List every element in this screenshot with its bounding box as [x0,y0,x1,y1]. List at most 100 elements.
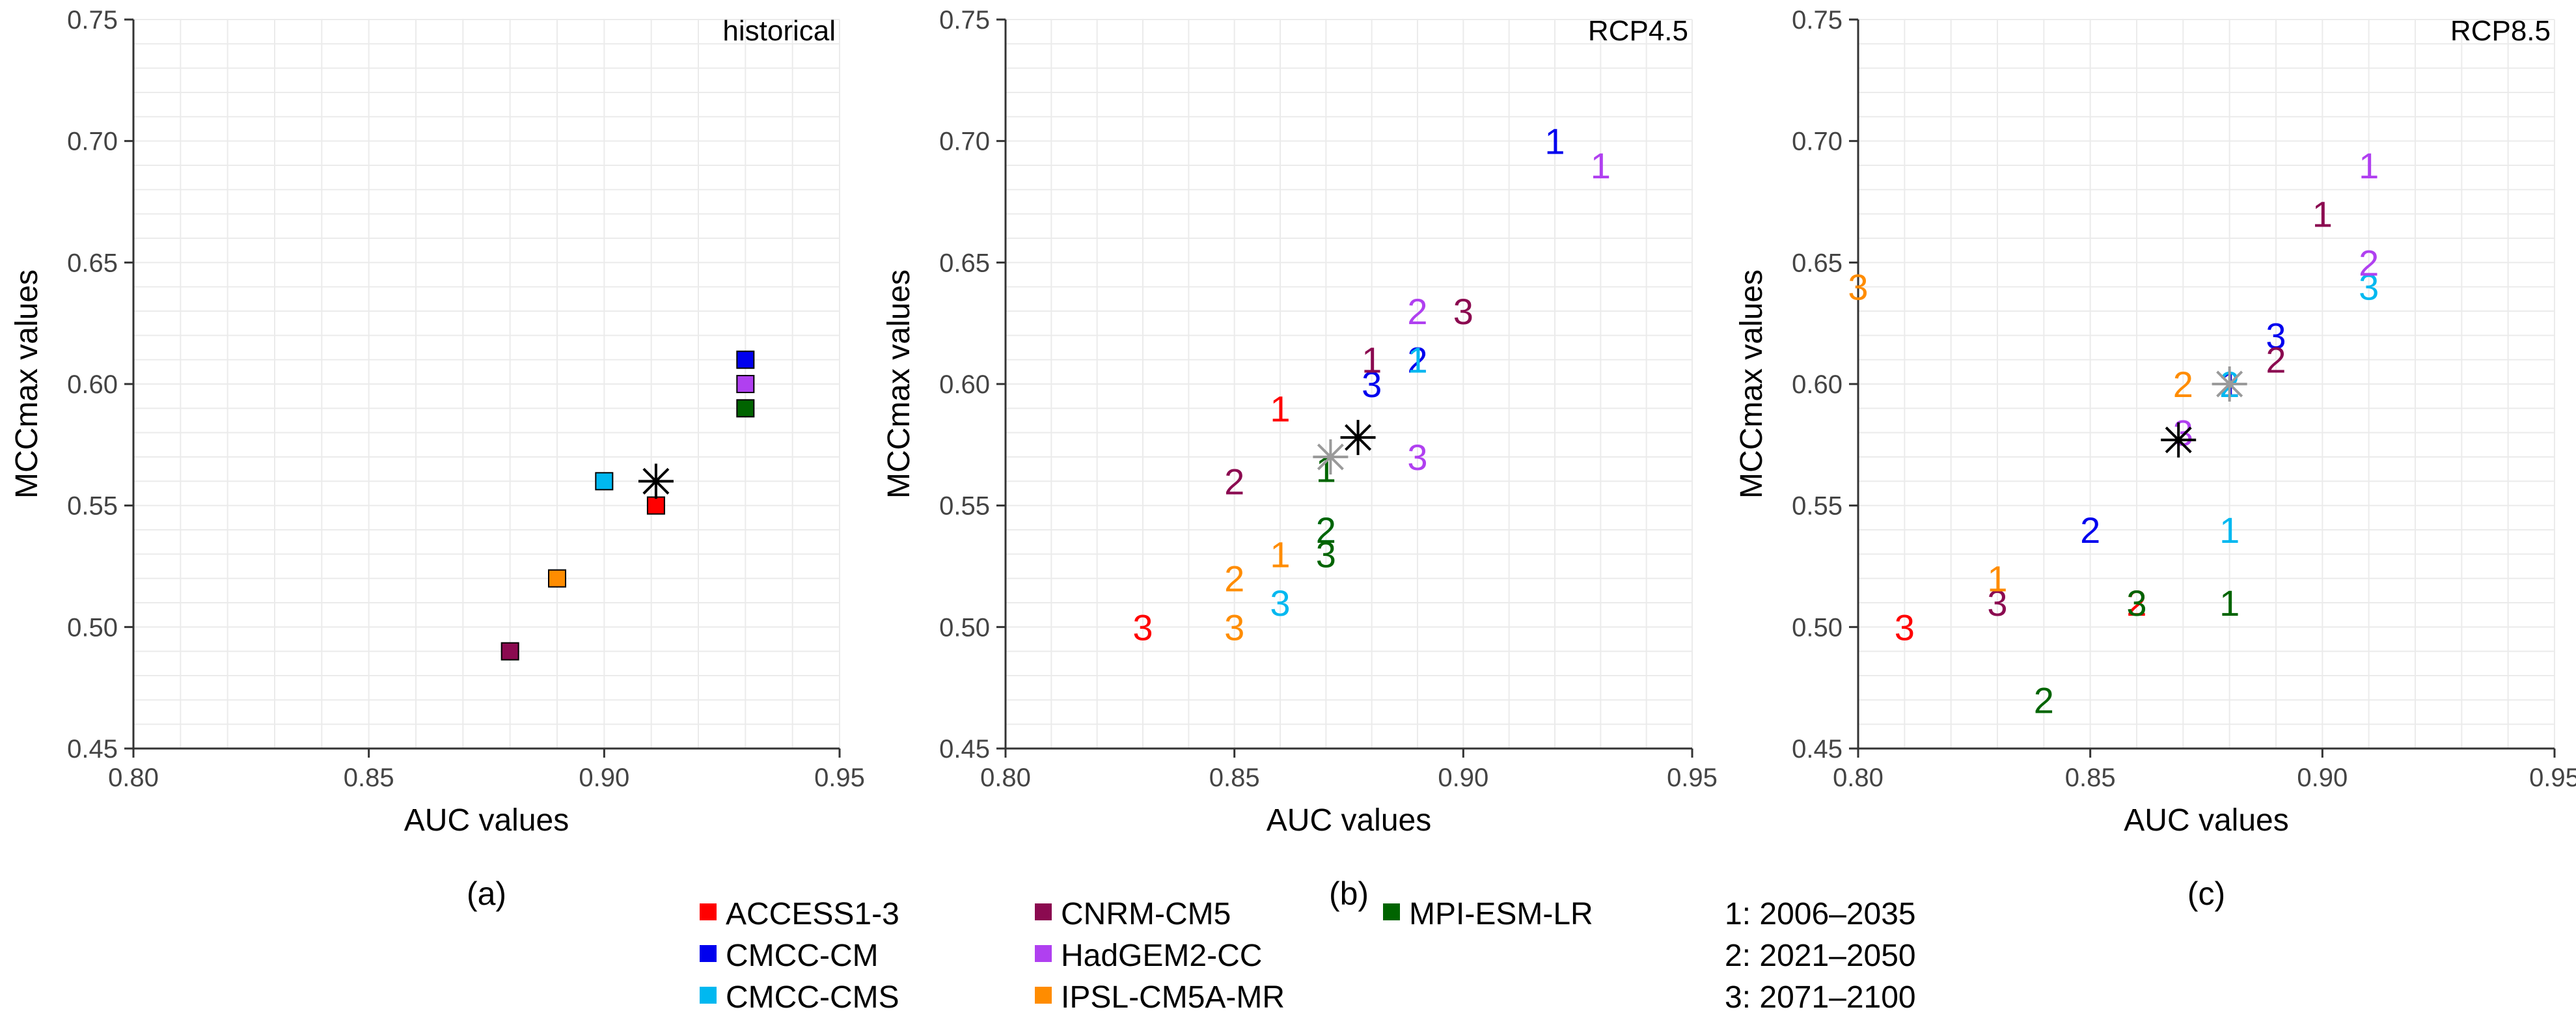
x-axis-label: AUC values [2124,803,2288,838]
point-cmcc-cm-period-3: 3 [2266,315,2286,356]
data-points [500,350,755,661]
point-mpi-esm-lr-period-3: 3 [2126,583,2146,624]
point-access1-3-period-3: 3 [1132,607,1153,648]
y-tick-label: 0.50 [1792,613,1843,642]
point-cmcc-cm-period-1: 1 [1544,121,1565,162]
data-points: 123123123123123123123 [1848,145,2379,721]
point-cnrm-cm5 [500,642,519,661]
point-cnrm-cm5-period-1: 1 [1362,340,1382,381]
point-access1-3 [646,496,665,515]
ensemble-mean-star-stroke [1317,443,1344,471]
point-hadgem2-cc-period-2: 2 [2359,242,2379,283]
y-axis-label: MCCmax values [1734,269,1769,499]
point-cmcc-cm-period-2: 2 [2080,510,2100,551]
point-cnrm-cm5-period-2: 2 [1224,461,1244,502]
y-tick-label: 0.70 [1792,128,1843,156]
y-tick-label: 0.60 [1792,370,1843,399]
ensemble-mean-star-stroke [642,467,670,495]
point-mpi-esm-lr-period-1: 1 [2219,583,2240,624]
point-cmcc-cms-period-3: 3 [1270,583,1290,624]
panel-title: historical [722,15,836,47]
panel-label: (c) [2187,875,2225,912]
point-access1-3-period-3: 3 [1895,607,1915,648]
grid [133,19,840,749]
point-cmcc-cm-period-2: 2 [1407,340,1427,381]
legend-label-hadgem2-cc: HadGEM2-CC [1061,939,1262,973]
legend: ACCESS1-3 CMCC-CM CMCC-CMS CNRM-CM5 HadGEM2-… [700,897,1916,1015]
legend-swatch-hadgem2-cc [1035,945,1052,962]
y-tick-label: 0.75 [939,6,990,34]
y-tick-label: 0.50 [67,613,118,642]
panel-title: RCP4.5 [1588,15,1688,47]
x-tick-label: 0.95 [814,763,865,792]
x-axis-label: AUC values [1267,803,1431,838]
point-mpi-esm-lr-period-2: 2 [1316,510,1336,551]
point-ipsl-cm5a-mr-period-3: 3 [1224,607,1244,648]
y-tick-label: 0.45 [939,735,990,763]
legend-period-3: 3: 2071–2100 [1725,980,1916,1015]
panel-c: 0.80 0.85 0.90 0.95 0.45 0.50 0.55 0.60 0.65 0.70… [1734,6,2576,912]
y-tick-label: 0.60 [939,370,990,399]
point-cmcc-cms-period-2: 2 [1316,510,1336,551]
y-tick-label: 0.65 [67,249,118,277]
point-hadgem2-cc-period-3: 3 [1407,437,1427,478]
legend-label-cmcc-cm: CMCC-CM [726,939,879,973]
y-axis-label: MCCmax values [882,269,916,499]
y-tick-label: 0.55 [1792,492,1843,521]
y-axis-label: MCCmax values [10,269,44,499]
x-tick-label: 0.90 [1438,763,1488,792]
legend-label-ipsl-cm5a-mr: IPSL-CM5A-MR [1061,980,1285,1015]
panel-a: 0.80 0.85 0.90 0.95 0.45 0.50 0.55 0.60 0.65 0.70… [10,6,865,912]
point-cnrm-cm5-period-2: 2 [2266,340,2286,381]
legend-swatch-ipsl-cm5a-mr [1035,987,1052,1004]
x-tick-label: 0.90 [579,763,629,792]
point-hadgem2-cc-period-1: 1 [2359,145,2379,186]
point-mpi-esm-lr [736,399,755,418]
legend-period-2: 2: 2021–2050 [1725,939,1916,973]
x-tick-label: 0.80 [1833,763,1884,792]
grid [1005,19,1693,749]
y-tick-label: 0.65 [1792,249,1843,277]
point-cmcc-cms-period-1: 1 [1407,340,1427,381]
legend-swatch-access1-3 [700,903,717,920]
point-ipsl-cm5a-mr-period-1: 1 [1270,534,1290,575]
point-cnrm-cm5-period-3: 3 [1987,583,2007,624]
x-tick-label: 0.80 [980,763,1031,792]
ensemble-mean-star [638,463,674,499]
x-tick-label: 0.85 [344,763,394,792]
point-hadgem2-cc-period-2: 2 [1407,291,1427,332]
x-tick-label: 0.85 [1209,763,1260,792]
ensemble-mean-star [1313,439,1349,474]
point-cnrm-cm5-period-1: 1 [2312,194,2333,235]
point-access1-3-period-2: 2 [2126,583,2146,624]
x-tick-label: 0.95 [2529,763,2576,792]
ensemble-mean-star [2212,366,2247,402]
point-hadgem2-cc-period-3: 3 [2173,413,2193,454]
y-tick-label: 0.65 [939,249,990,277]
legend-label-mpi-esm-lr: MPI-ESM-LR [1409,897,1593,931]
point-hadgem2-cc [736,375,755,393]
panel-label: (b) [1329,875,1369,912]
y-tick-label: 0.60 [67,370,118,399]
grid [1857,19,2555,749]
point-cmcc-cms-period-3: 3 [2359,267,2379,308]
x-tick-label: 0.90 [2297,763,2348,792]
point-cmcc-cms [595,472,614,491]
legend-label-cnrm-cm5: CNRM-CM5 [1061,897,1231,931]
x-tick-label: 0.85 [2065,763,2116,792]
ensemble-mean-star [1340,420,1376,456]
legend-label-cmcc-cms: CMCC-CMS [726,980,899,1015]
y-tick-label: 0.55 [67,492,118,521]
ensemble-mean-star-stroke [1345,424,1372,451]
panel-title: RCP8.5 [2450,15,2551,47]
x-tick-label: 0.80 [108,763,159,792]
point-ipsl-cm5a-mr-period-2: 2 [2173,364,2193,405]
ensemble-mean-star [2161,422,2197,458]
x-axis-label: AUC values [404,803,569,838]
point-cmcc-cms-period-1: 1 [2219,510,2240,551]
point-cmcc-cm [736,350,755,369]
legend-swatch-cmcc-cms [700,987,717,1004]
ensemble-mean-star-stroke [2165,426,2192,454]
panel-b: 0.80 0.85 0.90 0.95 0.45 0.50 0.55 0.60 0.65 0.70… [882,6,1718,912]
